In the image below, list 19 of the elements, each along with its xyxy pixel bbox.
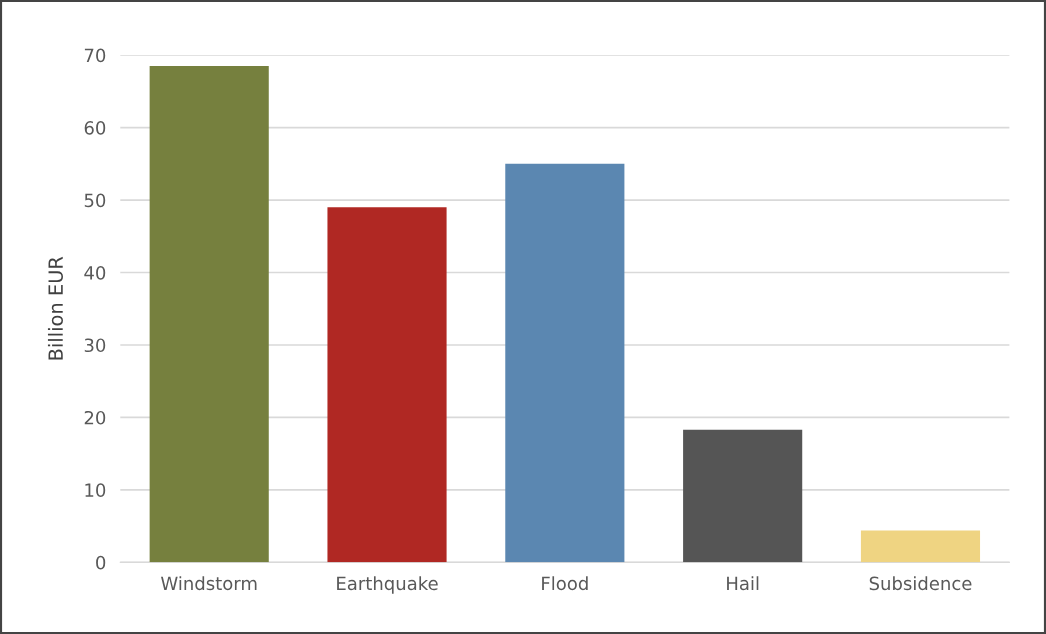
bar [327,207,447,563]
y-axis-title: Billion EUR [47,256,63,360]
bar [505,163,625,563]
y-tick-label: 50 [84,193,106,208]
x-tick-label: Windstorm [161,576,257,591]
y-tick-label: 20 [84,410,106,425]
bar [683,429,803,563]
y-tick-label: 40 [84,265,106,280]
x-tick-label: Earthquake [337,576,438,594]
bar [149,66,269,563]
y-tick-label: 10 [85,483,106,498]
y-tick-label: 60 [84,121,106,135]
x-tick-label: Subsidence [869,576,972,591]
y-tick-label: 70 [84,48,106,63]
x-tick-label: Hail [727,576,759,591]
x-tick-label: Flood [542,576,588,591]
y-tick-label: 30 [84,338,106,353]
bar [860,530,981,563]
y-tick-label: 0 [96,555,106,570]
